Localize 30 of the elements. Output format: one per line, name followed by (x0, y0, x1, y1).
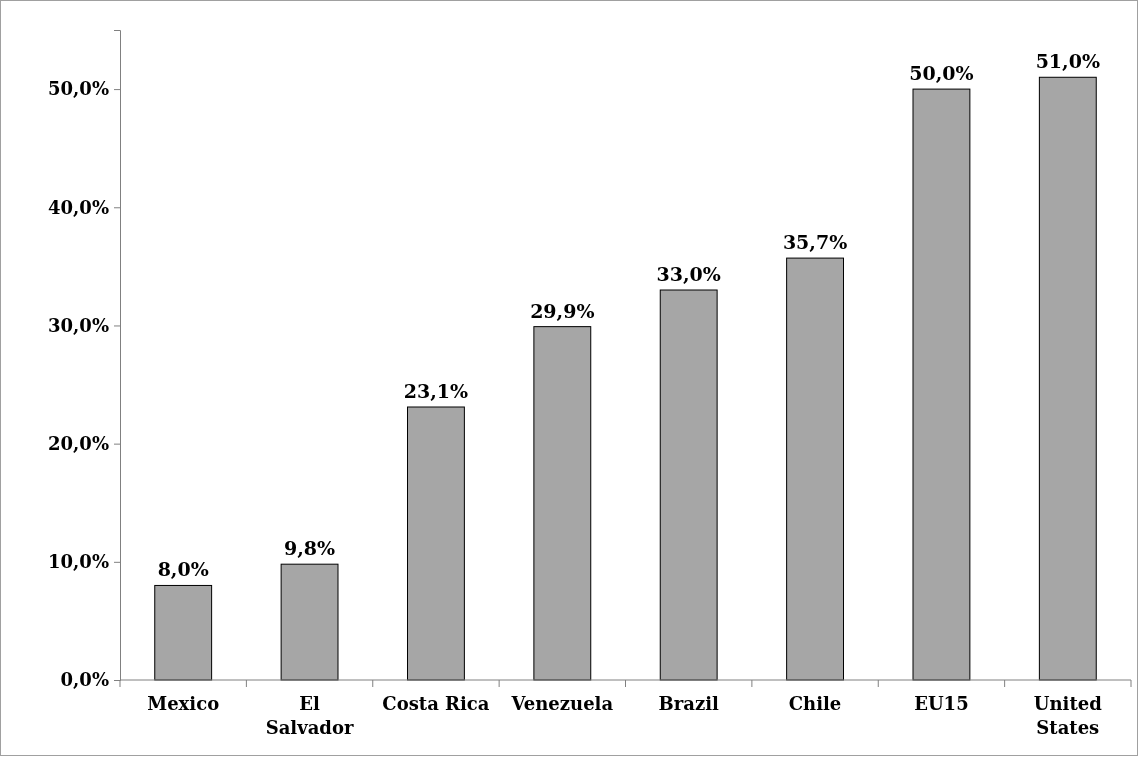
y-tick-label: 10,0% (48, 551, 109, 573)
x-tick-label: Brazil (658, 693, 719, 714)
x-tick-label: EU15 (914, 693, 969, 714)
y-tick-label: 40,0% (48, 196, 109, 218)
x-tick-label: Venezuela (510, 693, 614, 714)
bar (280, 563, 339, 681)
y-tick-label: 20,0% (48, 432, 109, 454)
bar (154, 584, 213, 681)
bar (533, 326, 592, 681)
data-label: 23,1% (403, 380, 469, 402)
data-label: 29,9% (530, 299, 595, 322)
x-tick-label: El Salvador (265, 693, 354, 738)
bar (659, 289, 718, 681)
y-tick-label: 30,0% (48, 314, 109, 336)
bar (407, 406, 465, 681)
y-tick-label: 0,0% (60, 669, 109, 691)
bar (1038, 76, 1097, 681)
x-tick-label: Mexico (147, 693, 220, 714)
data-label: 50,0% (909, 62, 974, 85)
bar (786, 257, 844, 681)
x-tick-label: United States (1033, 693, 1103, 738)
x-tick-label: Chile (788, 693, 842, 714)
data-label: 8,0% (157, 558, 209, 581)
data-label: 51,0% (1035, 50, 1100, 73)
bar (912, 88, 971, 681)
data-label: 35,7% (782, 231, 848, 254)
y-tick-label: 50,0% (48, 78, 109, 100)
x-tick-label: Costa Rica (382, 693, 490, 714)
data-label: 9,8% (284, 537, 336, 560)
data-label: 33,0% (656, 263, 721, 285)
